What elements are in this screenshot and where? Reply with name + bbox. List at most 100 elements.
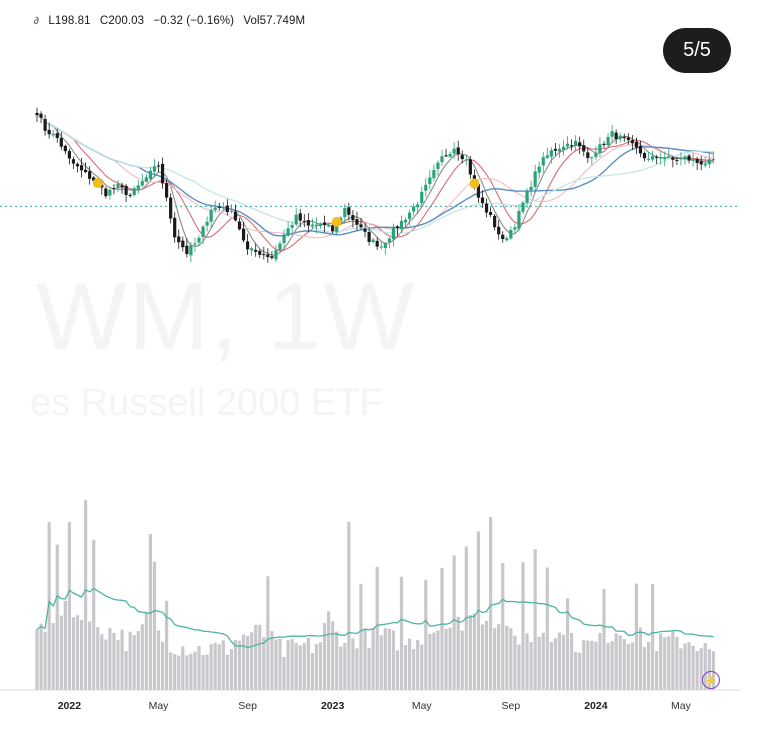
candle-body (173, 217, 177, 238)
candle-body (241, 228, 246, 241)
volume-bar (509, 628, 513, 690)
volume-bar (695, 650, 699, 690)
volume-bar (525, 633, 529, 690)
volume-bar (266, 576, 270, 690)
candle-body (63, 145, 67, 152)
volume-bar (541, 632, 545, 690)
candle-body (270, 256, 274, 258)
candle-body (213, 207, 217, 210)
candle-body (557, 148, 562, 152)
volume-bar (586, 640, 590, 690)
candle-body (448, 153, 452, 157)
candle-body (513, 227, 517, 230)
volume-bar (594, 641, 598, 690)
candle-body (399, 220, 404, 230)
volume-bar (169, 652, 173, 690)
candle-body (205, 221, 209, 226)
volume-bar (144, 612, 148, 690)
candle-body (468, 159, 472, 175)
volume-bar (327, 611, 331, 690)
volume-bar (399, 576, 404, 690)
candle-body (322, 222, 327, 225)
time-axis: 2022 May Sep 2023 May Sep 2024 May (58, 700, 692, 712)
candle-body (156, 165, 161, 167)
candle-body (626, 137, 630, 141)
candle-body (687, 155, 691, 161)
volume-bar (116, 640, 120, 690)
ma-teal-line (36, 114, 714, 235)
candle-body (452, 148, 456, 154)
candle-body (570, 145, 574, 147)
candle-body (707, 159, 711, 165)
volume-bar (322, 623, 327, 690)
volume-bar (254, 624, 258, 690)
candle-body (290, 225, 294, 228)
event-marker[interactable] (469, 178, 480, 189)
volume-bar (229, 649, 233, 690)
volume-bar (84, 500, 88, 690)
volume-bar (189, 653, 193, 690)
volume-bar (213, 642, 217, 690)
volume-bar (173, 654, 177, 690)
volume-bar (452, 555, 456, 690)
candle-body (152, 166, 157, 172)
lightning-icon[interactable]: ⚡ (702, 671, 720, 689)
candle-body (634, 141, 638, 148)
volume-bar (460, 630, 464, 690)
volume-bar (687, 642, 691, 690)
candle-body (505, 238, 509, 241)
volume-bar (675, 636, 679, 690)
candle-body (318, 223, 323, 227)
x-tick-label: Sep (502, 700, 521, 712)
candle-body (480, 197, 485, 203)
volume-bar (35, 629, 39, 690)
candle-body (420, 191, 424, 204)
volume-bar (351, 638, 355, 690)
candle-body (314, 224, 319, 226)
volume-bar (88, 621, 92, 690)
volume-bar (468, 614, 472, 690)
volume-bar (205, 654, 209, 690)
volume-bar (258, 624, 262, 690)
candle-body (371, 239, 375, 242)
volume-bar (618, 635, 622, 690)
volume-bar (250, 632, 254, 690)
event-marker[interactable] (92, 178, 103, 189)
volume-bar (379, 635, 383, 690)
candle-body (100, 184, 104, 188)
volume-bars (35, 500, 715, 690)
candle-body (351, 215, 355, 220)
volume-bar (274, 639, 278, 690)
volume-bar (209, 644, 213, 690)
candle-body (675, 159, 679, 161)
volume-bar (367, 647, 371, 690)
volume-bar (416, 639, 420, 690)
page-indicator-badge[interactable]: 5/5 (663, 28, 731, 73)
candle-body (489, 212, 493, 215)
candle-body (237, 221, 242, 230)
candle-body (586, 152, 590, 159)
volume-bar (622, 639, 626, 690)
x-tick-label: 2023 (321, 700, 345, 712)
candle-body (165, 183, 169, 198)
volume-bar (128, 631, 132, 690)
volume-bar (335, 631, 339, 690)
candle-body (181, 240, 185, 248)
volume-bar (703, 643, 707, 690)
candle-body (363, 228, 367, 232)
candle-body (545, 155, 549, 158)
candle-body (327, 225, 331, 227)
event-marker[interactable] (331, 216, 342, 227)
volume-bar (655, 651, 659, 690)
volume-bar (444, 629, 448, 690)
volume-bar (456, 616, 460, 690)
volume-bar (497, 624, 501, 690)
volume-bar (43, 631, 47, 690)
candle-body (229, 211, 233, 213)
candle-body (302, 220, 306, 222)
low-value: L198.81 (48, 15, 91, 27)
volume-bar (606, 642, 610, 690)
volume-bar (574, 652, 578, 690)
volume-bar (246, 635, 250, 690)
